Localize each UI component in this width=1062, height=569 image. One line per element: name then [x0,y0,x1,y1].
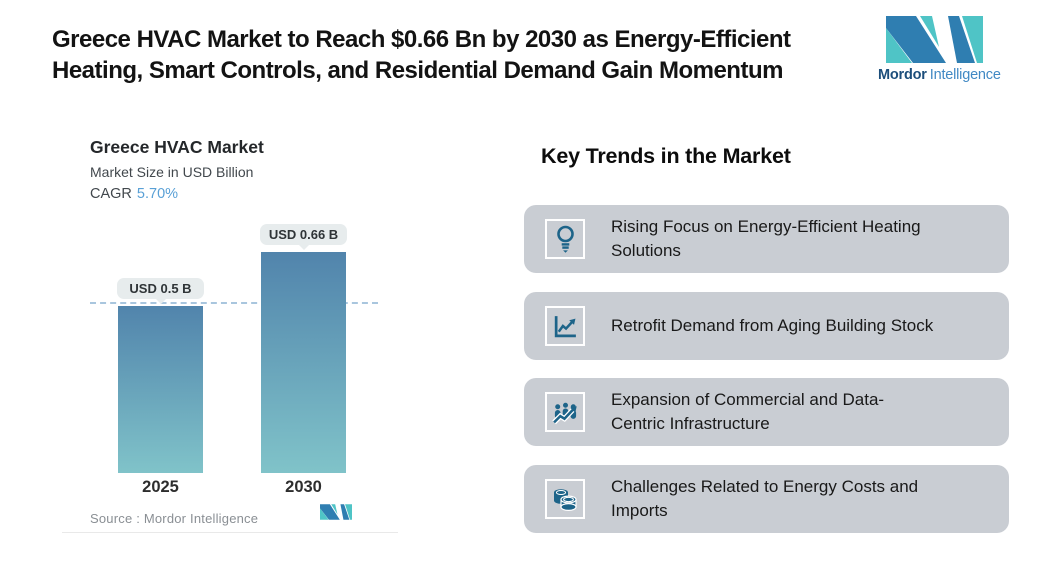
chart-panel: Greece HVAC Market Market Size in USD Bi… [62,115,398,533]
trends-heading: Key Trends in the Market [541,144,791,168]
trend-card: Retrofit Demand from Aging Building Stoc… [524,292,1009,360]
coins-icon [545,479,585,519]
brand-name: Mordor Intelligence [878,67,1001,83]
trend-card: Expansion of Commercial and Data- Centri… [524,378,1009,446]
value-label-caret [154,298,167,304]
trend-text: Expansion of Commercial and Data- Centri… [611,390,885,433]
brand-logo: Mordor Intelligence [878,16,1001,83]
bar-2030 [261,252,346,473]
chart-title: Greece HVAC Market [90,137,264,157]
line-chart-icon [545,306,585,346]
x-axis-label: 2025 [142,478,179,496]
source-note: Source : Mordor Intelligence [90,511,259,526]
mordor-logo-mark-small [320,504,352,520]
bar-value-label: USD 0.5 B [117,278,204,299]
page-title: Greece HVAC Market to Reach $0.66 Bn by … [52,26,791,84]
trend-card: Challenges Related to Energy Costs and I… [524,465,1009,533]
cagr-label: CAGR [90,186,132,202]
trend-text: Retrofit Demand from Aging Building Stoc… [611,316,934,335]
trend-card: Rising Focus on Energy-Efficient Heating… [524,205,1009,273]
trend-text: Challenges Related to Energy Costs and I… [611,477,919,520]
x-axis-label: 2030 [285,478,322,496]
bar-value-label: USD 0.66 B [260,224,347,245]
chart-subtitle: Market Size in USD Billion [90,164,254,180]
value-label-caret [297,244,310,250]
reference-dashed-line [90,302,378,304]
bar-2025 [118,306,203,473]
people-growth-icon [545,392,585,432]
lightbulb-icon [545,219,585,259]
cagr-value: 5.70% [136,186,179,202]
mordor-logo-icon [885,16,983,63]
trend-text: Rising Focus on Energy-Efficient Heating… [611,217,921,260]
cagr-row: CAGR 5.70% [90,186,178,202]
